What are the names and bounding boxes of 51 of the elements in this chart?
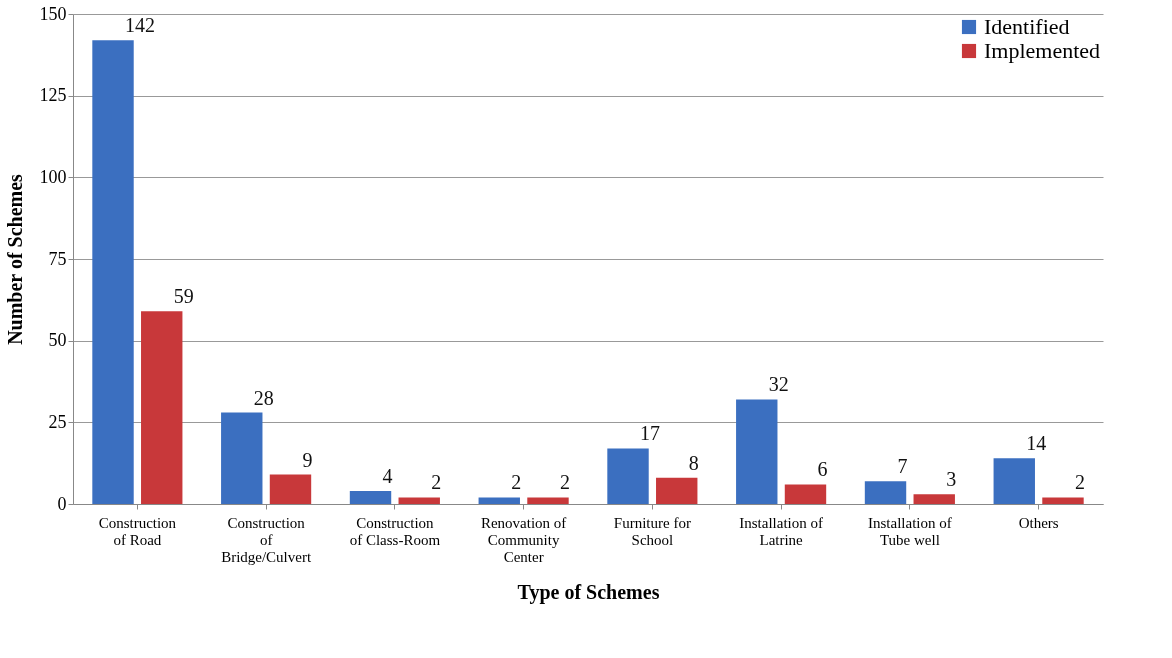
bar [141, 311, 183, 504]
bar [913, 494, 955, 504]
y-tick-label: 25 [48, 411, 67, 432]
data-label: 3 [946, 468, 957, 491]
y-tick-label: 125 [39, 85, 67, 106]
x-tick-label: Furniture for School [613, 514, 691, 548]
data-label: 59 [173, 285, 194, 308]
bar [607, 448, 649, 504]
x-tick-label: Construction of Class-Room [349, 514, 441, 548]
bar [993, 458, 1035, 504]
x-axis-title: Type of Schemes [517, 580, 660, 604]
y-tick-label: 75 [48, 248, 67, 269]
legend-label: Identified [984, 14, 1070, 39]
data-label: 8 [688, 451, 699, 474]
x-tick-label: Others [1018, 514, 1059, 531]
bar [527, 497, 569, 504]
data-label: 32 [768, 373, 789, 396]
bar [92, 40, 134, 504]
bar [1042, 497, 1084, 504]
y-tick-label: 50 [48, 330, 67, 351]
y-tick-label: 150 [39, 3, 67, 24]
legend-label: Implemented [984, 38, 1101, 63]
data-label: 9 [302, 448, 313, 471]
x-tick-label: Construction of Road [98, 514, 177, 548]
data-label: 14 [1026, 432, 1047, 455]
data-label: 4 [382, 464, 393, 487]
bar [478, 497, 520, 504]
data-label: 17 [640, 422, 661, 445]
bar [736, 399, 778, 504]
data-label: 142 [125, 14, 156, 37]
y-tick-label: 100 [39, 166, 67, 187]
data-label: 6 [817, 458, 828, 481]
bar [221, 412, 263, 504]
x-tick-label: Construction of Bridge/Culvert [221, 514, 312, 565]
x-tick-label: Renovation of Community Center [480, 514, 567, 565]
x-tick-label: Installation of Tube well [868, 514, 952, 548]
data-label: 2 [511, 471, 522, 494]
bar [784, 484, 827, 504]
data-label: 2 [1074, 471, 1085, 494]
data-label: 2 [559, 471, 570, 494]
bar [864, 481, 907, 504]
bar [656, 477, 698, 504]
bar [269, 474, 312, 504]
bar [398, 497, 440, 504]
y-tick-label: 0 [57, 493, 67, 514]
bar [349, 490, 392, 504]
data-label: 2 [431, 471, 442, 494]
data-label: 7 [897, 455, 908, 478]
data-label: 28 [253, 386, 274, 409]
y-axis-title: Number of Schemes [3, 173, 26, 345]
x-tick-label: Installation of Latrine [739, 514, 823, 548]
